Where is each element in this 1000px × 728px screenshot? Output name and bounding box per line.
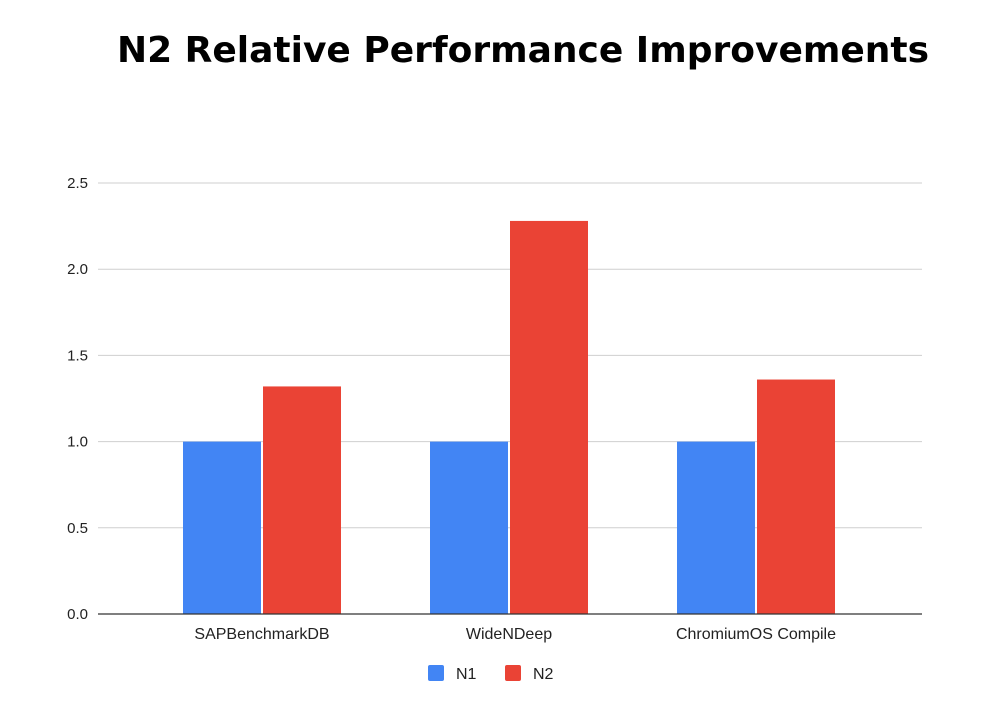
bar-n1-chromiumos-compile xyxy=(677,441,755,614)
x-tick-label: SAPBenchmarkDB xyxy=(194,626,329,643)
legend-swatch-n1 xyxy=(428,665,444,681)
bars xyxy=(183,220,835,615)
bar-n2-widendeep xyxy=(510,220,588,615)
bar-n1-sapbenchmarkdb xyxy=(183,441,261,614)
y-tick-label: 0.0 xyxy=(67,606,88,623)
legend-label-n2: N2 xyxy=(533,666,554,683)
legend-label-n1: N1 xyxy=(456,666,477,683)
legend: N1 N2 xyxy=(428,665,554,683)
y-tick-label: 2.0 xyxy=(67,261,88,278)
bar-n1-widendeep xyxy=(430,441,508,614)
x-tick-label: ChromiumOS Compile xyxy=(676,626,836,643)
x-tick-label: WideNDeep xyxy=(466,626,552,643)
bar-n2-sapbenchmarkdb xyxy=(263,386,341,614)
chart-title: N2 Relative Performance Improvements xyxy=(117,30,929,71)
legend-swatch-n2 xyxy=(505,665,521,681)
y-tick-label: 2.5 xyxy=(67,175,88,192)
y-tick-label: 1.0 xyxy=(67,434,88,451)
y-tick-label: 0.5 xyxy=(67,520,88,537)
x-axis-labels: SAPBenchmarkDB WideNDeep ChromiumOS Compil… xyxy=(194,626,836,643)
y-axis-ticks: 0.0 0.5 1.0 1.5 2.0 2.5 xyxy=(67,175,88,623)
y-tick-label: 1.5 xyxy=(67,347,88,364)
bar-n2-chromiumos-compile xyxy=(757,379,835,614)
